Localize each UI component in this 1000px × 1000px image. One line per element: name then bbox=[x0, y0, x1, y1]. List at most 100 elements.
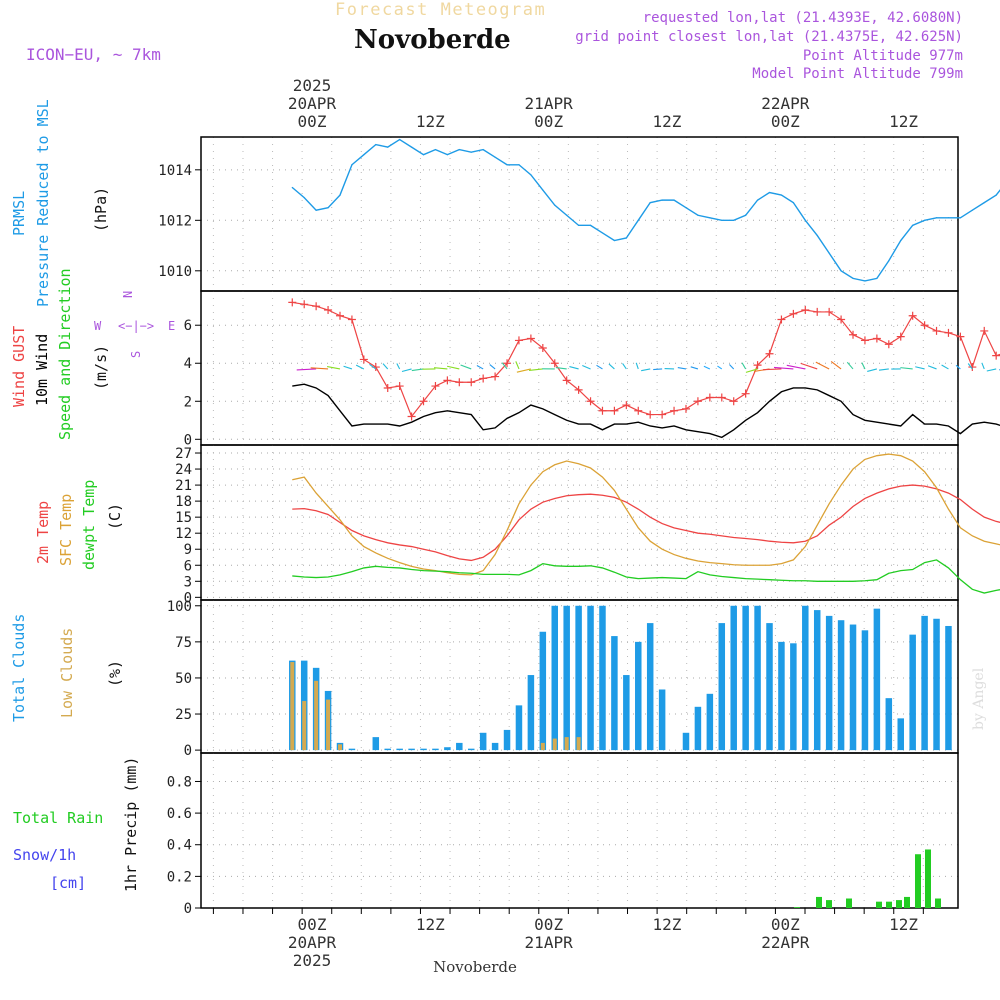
total-cloud-bar bbox=[873, 608, 881, 751]
precip-unit: 1hr Precip (mm) bbox=[122, 757, 140, 892]
wind-arrow bbox=[729, 364, 735, 370]
dewpt-line bbox=[292, 559, 1000, 594]
total-cloud-bar bbox=[742, 605, 749, 751]
clouds-ytick-label: 75 bbox=[175, 635, 192, 651]
pressure-point bbox=[613, 239, 616, 242]
total-cloud-bar bbox=[766, 623, 773, 751]
wind-arrow bbox=[401, 368, 412, 373]
gust-marker bbox=[359, 355, 368, 364]
wind-ytick-label: 6 bbox=[184, 318, 192, 334]
pressure-point bbox=[649, 202, 651, 204]
temperature-ytick-label: 3 bbox=[184, 574, 192, 590]
total-cloud-bar bbox=[778, 641, 785, 751]
gust-marker bbox=[992, 351, 1000, 360]
wind-arrow bbox=[900, 367, 913, 370]
wind-arrow bbox=[622, 363, 627, 370]
grid-point-coords: grid point closest lon,lat (21.4375E, 42… bbox=[575, 29, 963, 45]
location-title: Novoberde bbox=[354, 25, 511, 55]
precip-ytick-label: 0.6 bbox=[167, 806, 192, 822]
wind-arrow bbox=[608, 363, 615, 370]
pressure-unit: (hPa) bbox=[92, 187, 110, 232]
pressure-point bbox=[303, 196, 305, 199]
temperature-ytick-label: 0 bbox=[184, 590, 192, 606]
gust-marker bbox=[765, 349, 774, 358]
wind-ytick-label: 0 bbox=[184, 432, 192, 448]
pressure-line bbox=[291, 138, 1000, 282]
low-cloud-bar bbox=[326, 699, 331, 751]
pressure-point bbox=[589, 224, 592, 226]
rain-bar bbox=[904, 896, 910, 908]
gust-marker bbox=[419, 397, 428, 406]
wind-arrow bbox=[986, 368, 997, 372]
bottom-time-label: 12Z bbox=[889, 915, 918, 934]
total-cloud-bar bbox=[682, 732, 690, 751]
total-cloud-bar bbox=[813, 610, 821, 751]
pressure-ytick-label: 1012 bbox=[158, 213, 192, 229]
pressure-point bbox=[518, 164, 520, 166]
wind-arrow bbox=[369, 363, 377, 370]
precip-frame bbox=[200, 752, 959, 909]
gust-marker bbox=[288, 298, 297, 307]
gust-marker bbox=[336, 311, 345, 320]
wind-arrow bbox=[773, 366, 794, 370]
pressure-point bbox=[924, 219, 926, 221]
low-cloud-bar bbox=[540, 742, 545, 751]
wind-arrow bbox=[355, 364, 365, 370]
wind-arrow bbox=[411, 368, 424, 372]
total-cloud-bar bbox=[432, 748, 439, 751]
wind-arrow bbox=[861, 362, 866, 370]
gust-marker bbox=[741, 389, 750, 398]
temp2m-line bbox=[292, 484, 1000, 562]
gust-marker bbox=[467, 378, 476, 387]
total-cloud-bar bbox=[825, 615, 833, 751]
wind-arrow bbox=[745, 368, 758, 373]
wind-arrow bbox=[927, 365, 937, 370]
compass-east: E bbox=[168, 319, 175, 333]
wind-arrow bbox=[343, 365, 353, 370]
total-cloud-bar bbox=[909, 634, 916, 751]
precip-ytick-label: 0.4 bbox=[167, 838, 192, 854]
compass-south: S bbox=[129, 351, 143, 358]
clouds-ytick-label: 100 bbox=[167, 599, 192, 615]
pressure-point bbox=[410, 146, 413, 148]
gust-marker bbox=[801, 306, 810, 315]
gust-marker bbox=[980, 326, 989, 335]
wind-arrow bbox=[800, 362, 818, 370]
wind-arrow bbox=[867, 368, 878, 372]
pressure-point bbox=[339, 194, 341, 196]
total-cloud-bar bbox=[718, 623, 726, 751]
low-cloud-bar bbox=[576, 737, 581, 751]
model-altitude: Model Point Altitude 799m bbox=[752, 66, 963, 82]
pressure-point bbox=[721, 219, 723, 221]
rain-bar bbox=[816, 896, 822, 908]
pressure-label-long: Pressure Reduced to MSL bbox=[34, 99, 52, 307]
pressure-point bbox=[852, 277, 854, 279]
requested-coords: requested lon,lat (21.4393E, 42.6080N) bbox=[643, 10, 963, 26]
top-time-label: 12Z bbox=[416, 112, 445, 131]
pressure-point bbox=[673, 199, 675, 201]
gust-marker bbox=[693, 397, 702, 406]
gust-marker bbox=[491, 372, 500, 381]
pressure-point bbox=[983, 202, 985, 204]
wind-arrow bbox=[555, 366, 567, 370]
pressure-point bbox=[864, 280, 866, 282]
low-clouds-label: Low Clouds bbox=[58, 628, 76, 718]
wind-arrow bbox=[447, 365, 460, 370]
compass-west: W bbox=[94, 319, 102, 333]
gust-marker bbox=[813, 307, 822, 316]
pressure-point bbox=[768, 191, 771, 194]
wind-arrow bbox=[596, 364, 603, 370]
pressure-point bbox=[482, 149, 484, 151]
wind-arrow bbox=[460, 364, 472, 370]
gust-marker bbox=[383, 383, 392, 392]
temperature-ytick-label: 27 bbox=[175, 446, 192, 462]
gust-marker bbox=[514, 336, 523, 345]
wind-arrow bbox=[489, 364, 496, 370]
pressure-point bbox=[434, 149, 437, 151]
top-time-label: 2025 bbox=[293, 76, 332, 95]
total-cloud-bar bbox=[563, 605, 570, 751]
pressure-point bbox=[315, 209, 317, 211]
gust-marker bbox=[860, 336, 869, 345]
wind-arrow bbox=[476, 365, 484, 370]
